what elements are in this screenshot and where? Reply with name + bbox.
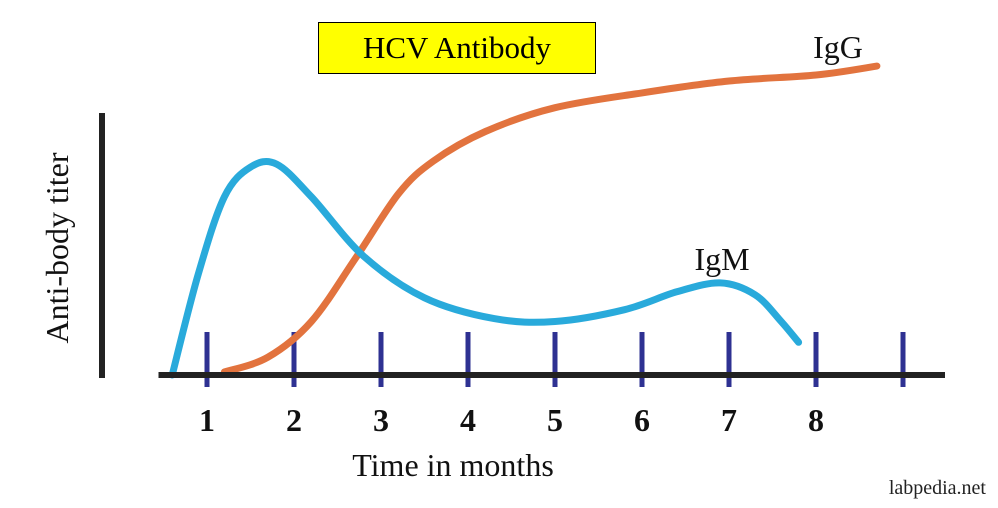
series-layer — [168, 62, 881, 379]
watermark: labpedia.net — [888, 477, 986, 499]
x-tick-label: 2 — [286, 402, 302, 438]
x-tick-label: 3 — [373, 402, 389, 438]
x-tick-label: 7 — [721, 402, 737, 438]
x-tick-labels: 1 2 3 4 5 6 7 8 — [199, 402, 824, 438]
x-tick-label: 6 — [634, 402, 650, 438]
axes — [99, 113, 945, 378]
series-label-igm: IgM — [694, 241, 749, 277]
series-line-igm — [168, 157, 803, 379]
series-line-igg — [220, 62, 881, 376]
x-tick-label: 4 — [460, 402, 476, 438]
x-tick-label: 5 — [547, 402, 563, 438]
series-label-igg: IgG — [813, 29, 863, 65]
chart-title: HCV Antibody — [318, 22, 596, 74]
x-tick-label: 1 — [199, 402, 215, 438]
x-tick-label: 8 — [808, 402, 824, 438]
x-axis-label: Time in months — [352, 447, 554, 483]
y-axis-label: Anti-body titer — [39, 152, 75, 343]
